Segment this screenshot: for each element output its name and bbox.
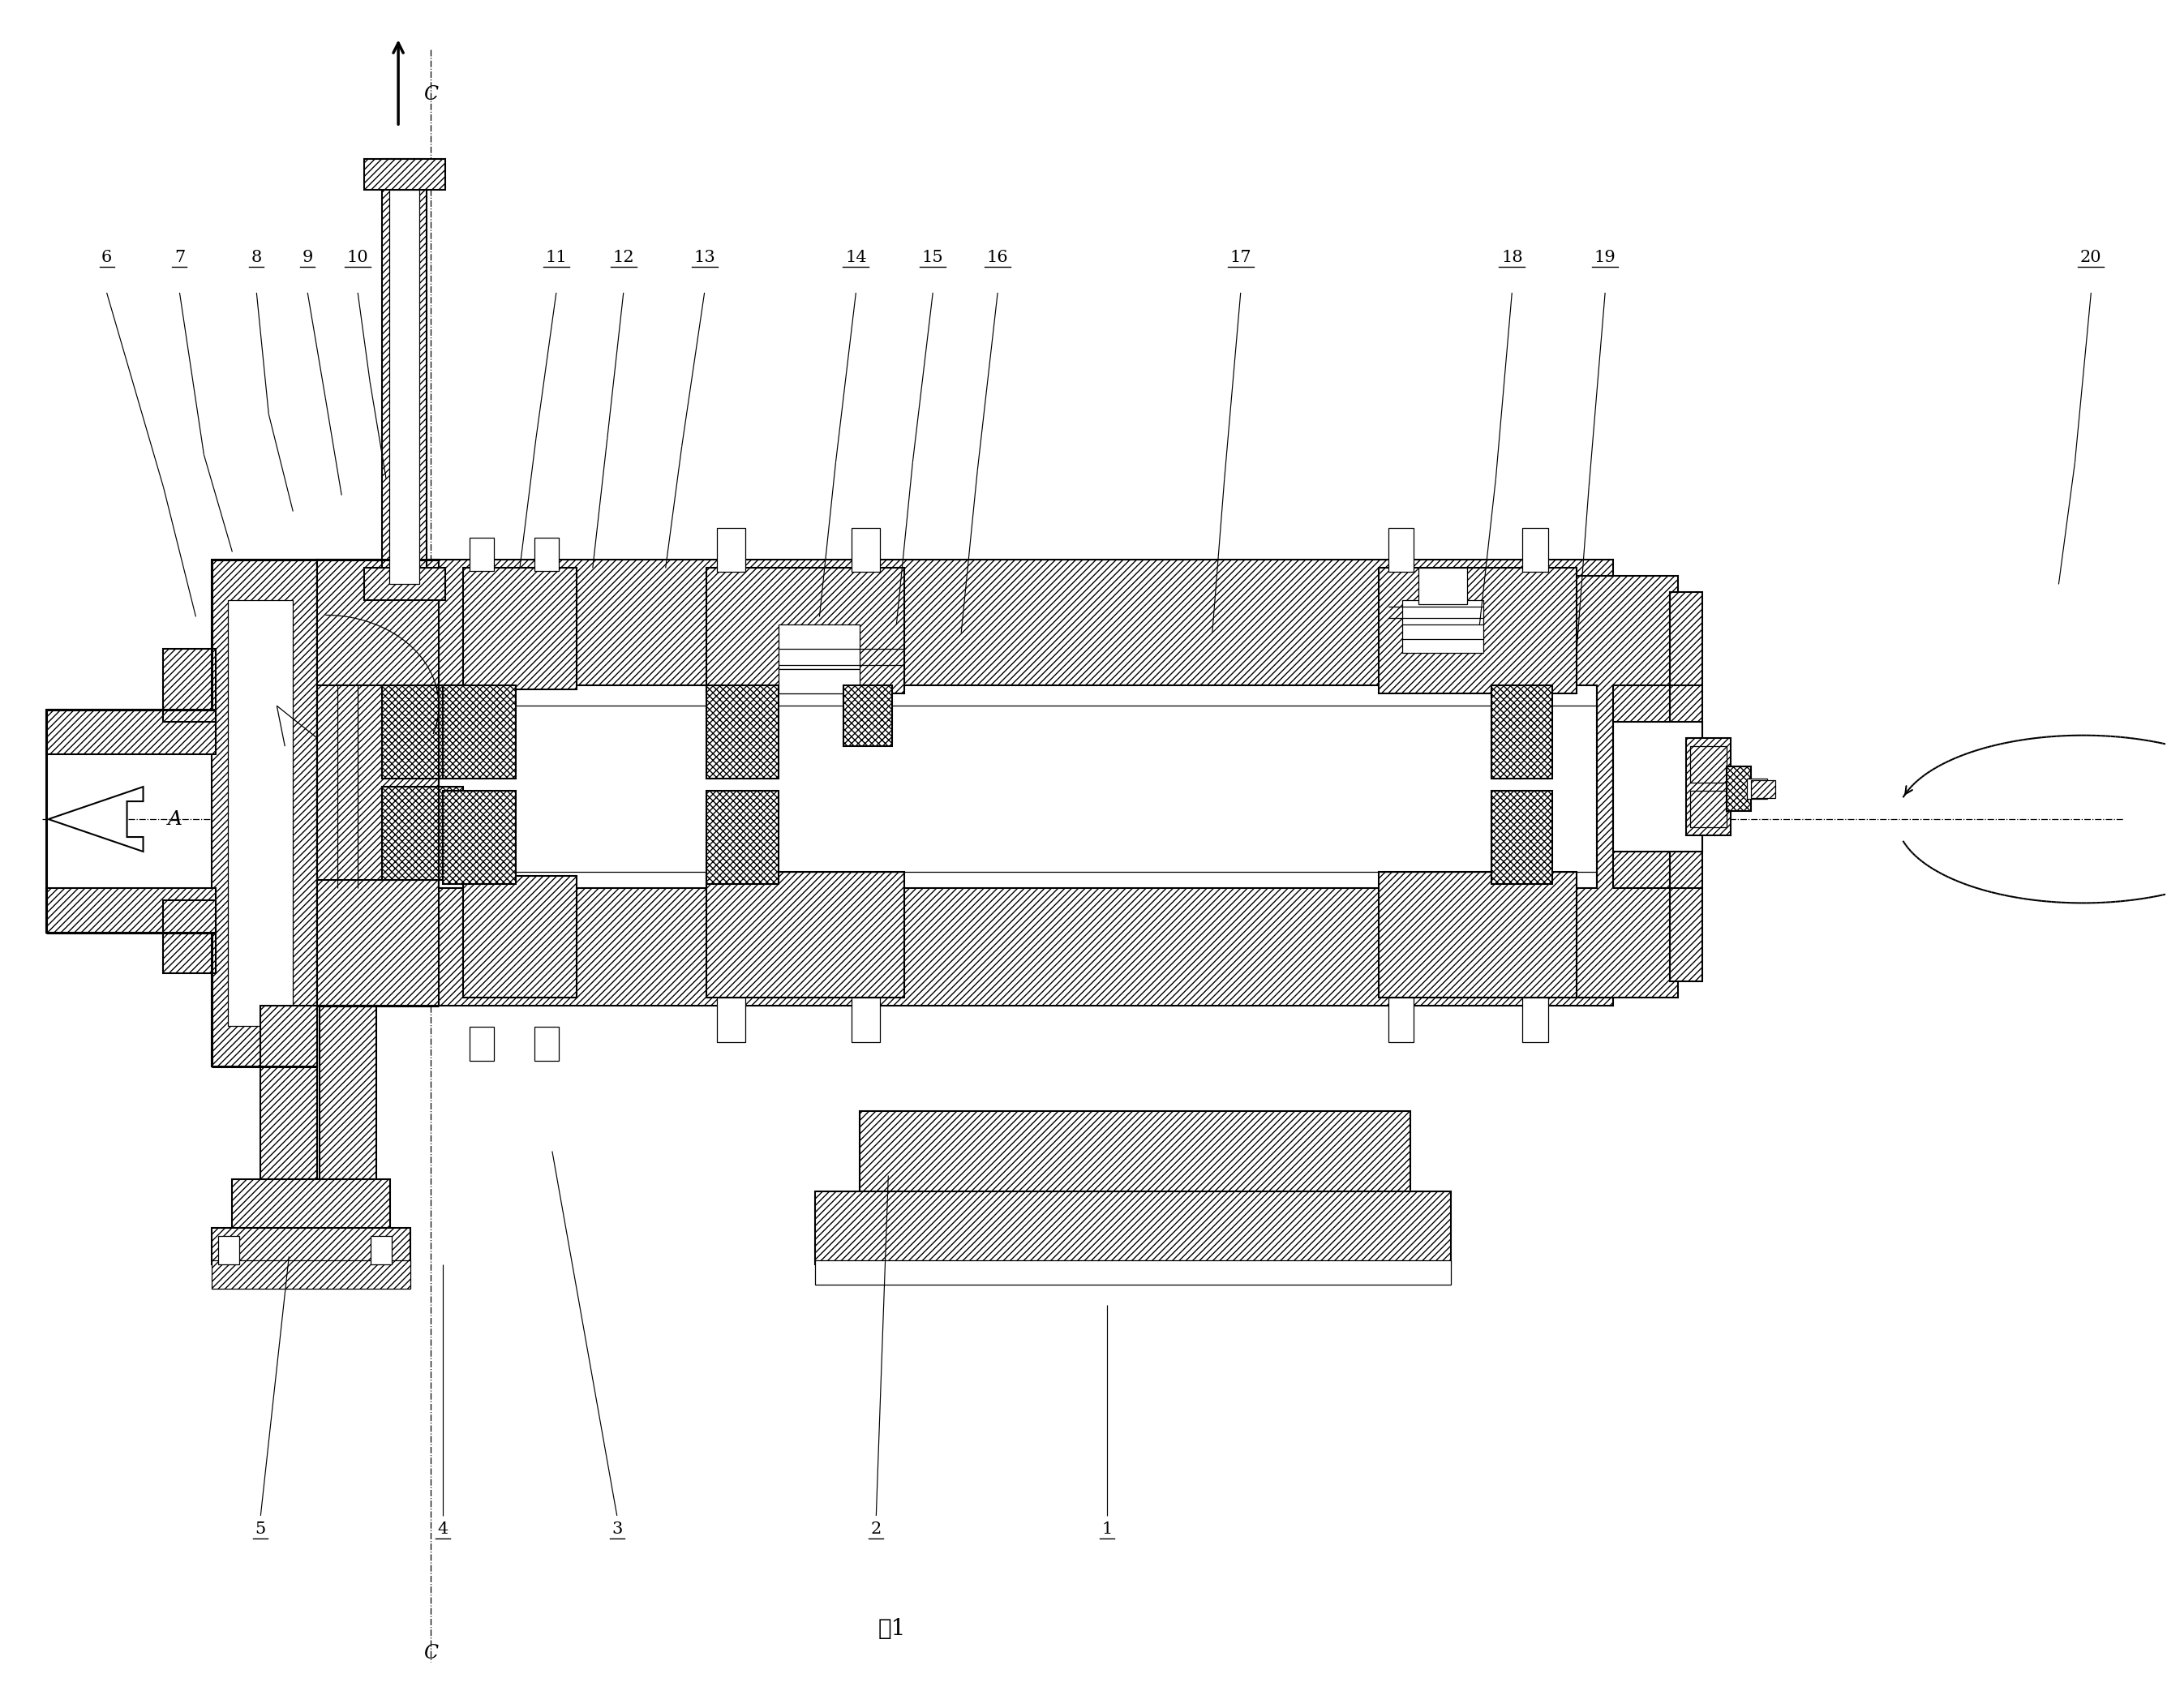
Text: B: B bbox=[412, 340, 425, 359]
Bar bbox=[260, 1006, 316, 1180]
Bar bbox=[1419, 569, 1467, 605]
Bar bbox=[1491, 685, 1552, 779]
Bar bbox=[1523, 528, 1549, 572]
Bar bbox=[364, 569, 444, 601]
Bar bbox=[1671, 593, 1703, 980]
Text: C: C bbox=[423, 85, 438, 104]
Bar bbox=[1747, 779, 1766, 799]
Bar bbox=[535, 1027, 559, 1061]
Text: 16: 16 bbox=[986, 249, 1008, 265]
Text: 10: 10 bbox=[347, 249, 368, 265]
Text: 17: 17 bbox=[1231, 249, 1250, 265]
Text: 1: 1 bbox=[1101, 1522, 1112, 1537]
Text: 11: 11 bbox=[546, 249, 568, 265]
Text: C: C bbox=[423, 1645, 438, 1664]
Bar bbox=[1389, 528, 1413, 572]
Bar bbox=[1612, 722, 1703, 852]
Text: 9: 9 bbox=[301, 249, 312, 265]
Bar bbox=[464, 876, 576, 997]
Bar bbox=[1690, 746, 1727, 782]
Bar bbox=[717, 997, 745, 1042]
Bar bbox=[163, 900, 217, 974]
Bar bbox=[212, 1228, 410, 1264]
Bar bbox=[815, 1261, 1452, 1284]
Bar bbox=[321, 1006, 377, 1180]
Bar bbox=[364, 159, 444, 190]
Bar bbox=[232, 1180, 390, 1237]
Bar bbox=[316, 560, 438, 1006]
Polygon shape bbox=[48, 787, 143, 852]
Bar bbox=[843, 685, 893, 746]
Bar bbox=[381, 685, 464, 779]
Text: 14: 14 bbox=[845, 249, 867, 265]
Bar bbox=[815, 1192, 1452, 1264]
Bar bbox=[212, 1261, 410, 1290]
Text: 2: 2 bbox=[871, 1522, 882, 1537]
Text: 7: 7 bbox=[173, 249, 184, 265]
Bar bbox=[778, 670, 860, 693]
Bar bbox=[390, 190, 420, 584]
Bar bbox=[706, 791, 778, 885]
Text: 8: 8 bbox=[251, 249, 262, 265]
Bar bbox=[860, 1110, 1411, 1199]
Bar bbox=[1573, 576, 1677, 997]
Bar bbox=[1378, 871, 1578, 997]
Bar bbox=[371, 1237, 392, 1264]
Bar bbox=[316, 560, 1612, 685]
Text: 4: 4 bbox=[438, 1522, 449, 1537]
Bar bbox=[535, 538, 559, 572]
Bar bbox=[316, 880, 1612, 1006]
Bar bbox=[464, 569, 576, 690]
Text: 3: 3 bbox=[611, 1522, 622, 1537]
Bar bbox=[1378, 569, 1578, 693]
Bar bbox=[470, 1027, 494, 1061]
Bar bbox=[852, 528, 880, 572]
Bar bbox=[717, 528, 745, 572]
Bar bbox=[1727, 767, 1751, 811]
Bar bbox=[442, 791, 516, 885]
Text: 5: 5 bbox=[256, 1522, 267, 1537]
Bar bbox=[212, 560, 316, 1066]
Bar bbox=[228, 601, 293, 1027]
Bar bbox=[852, 997, 880, 1042]
Bar bbox=[1751, 781, 1775, 798]
Bar bbox=[1523, 997, 1549, 1042]
Bar bbox=[219, 1237, 241, 1264]
Bar bbox=[1389, 997, 1413, 1042]
Text: 6: 6 bbox=[102, 249, 113, 265]
Bar bbox=[46, 711, 217, 755]
Text: 15: 15 bbox=[921, 249, 943, 265]
Text: 图1: 图1 bbox=[878, 1617, 906, 1640]
Bar bbox=[1686, 738, 1731, 835]
Bar bbox=[470, 538, 494, 572]
Text: 12: 12 bbox=[613, 249, 635, 265]
Bar bbox=[1690, 791, 1727, 827]
Text: A: A bbox=[167, 810, 182, 828]
Bar bbox=[163, 649, 217, 722]
Text: 18: 18 bbox=[1502, 249, 1523, 265]
Bar bbox=[381, 159, 427, 581]
Bar bbox=[46, 888, 217, 933]
Bar bbox=[1491, 791, 1552, 885]
Bar bbox=[438, 685, 1597, 888]
Bar bbox=[442, 685, 516, 779]
Bar bbox=[706, 569, 904, 693]
Text: 19: 19 bbox=[1595, 249, 1617, 265]
Text: 13: 13 bbox=[693, 249, 715, 265]
Bar bbox=[1402, 601, 1484, 652]
Text: 20: 20 bbox=[2080, 249, 2102, 265]
Bar bbox=[381, 787, 464, 880]
Bar bbox=[706, 871, 904, 997]
Bar bbox=[778, 625, 860, 670]
Bar bbox=[706, 685, 778, 779]
